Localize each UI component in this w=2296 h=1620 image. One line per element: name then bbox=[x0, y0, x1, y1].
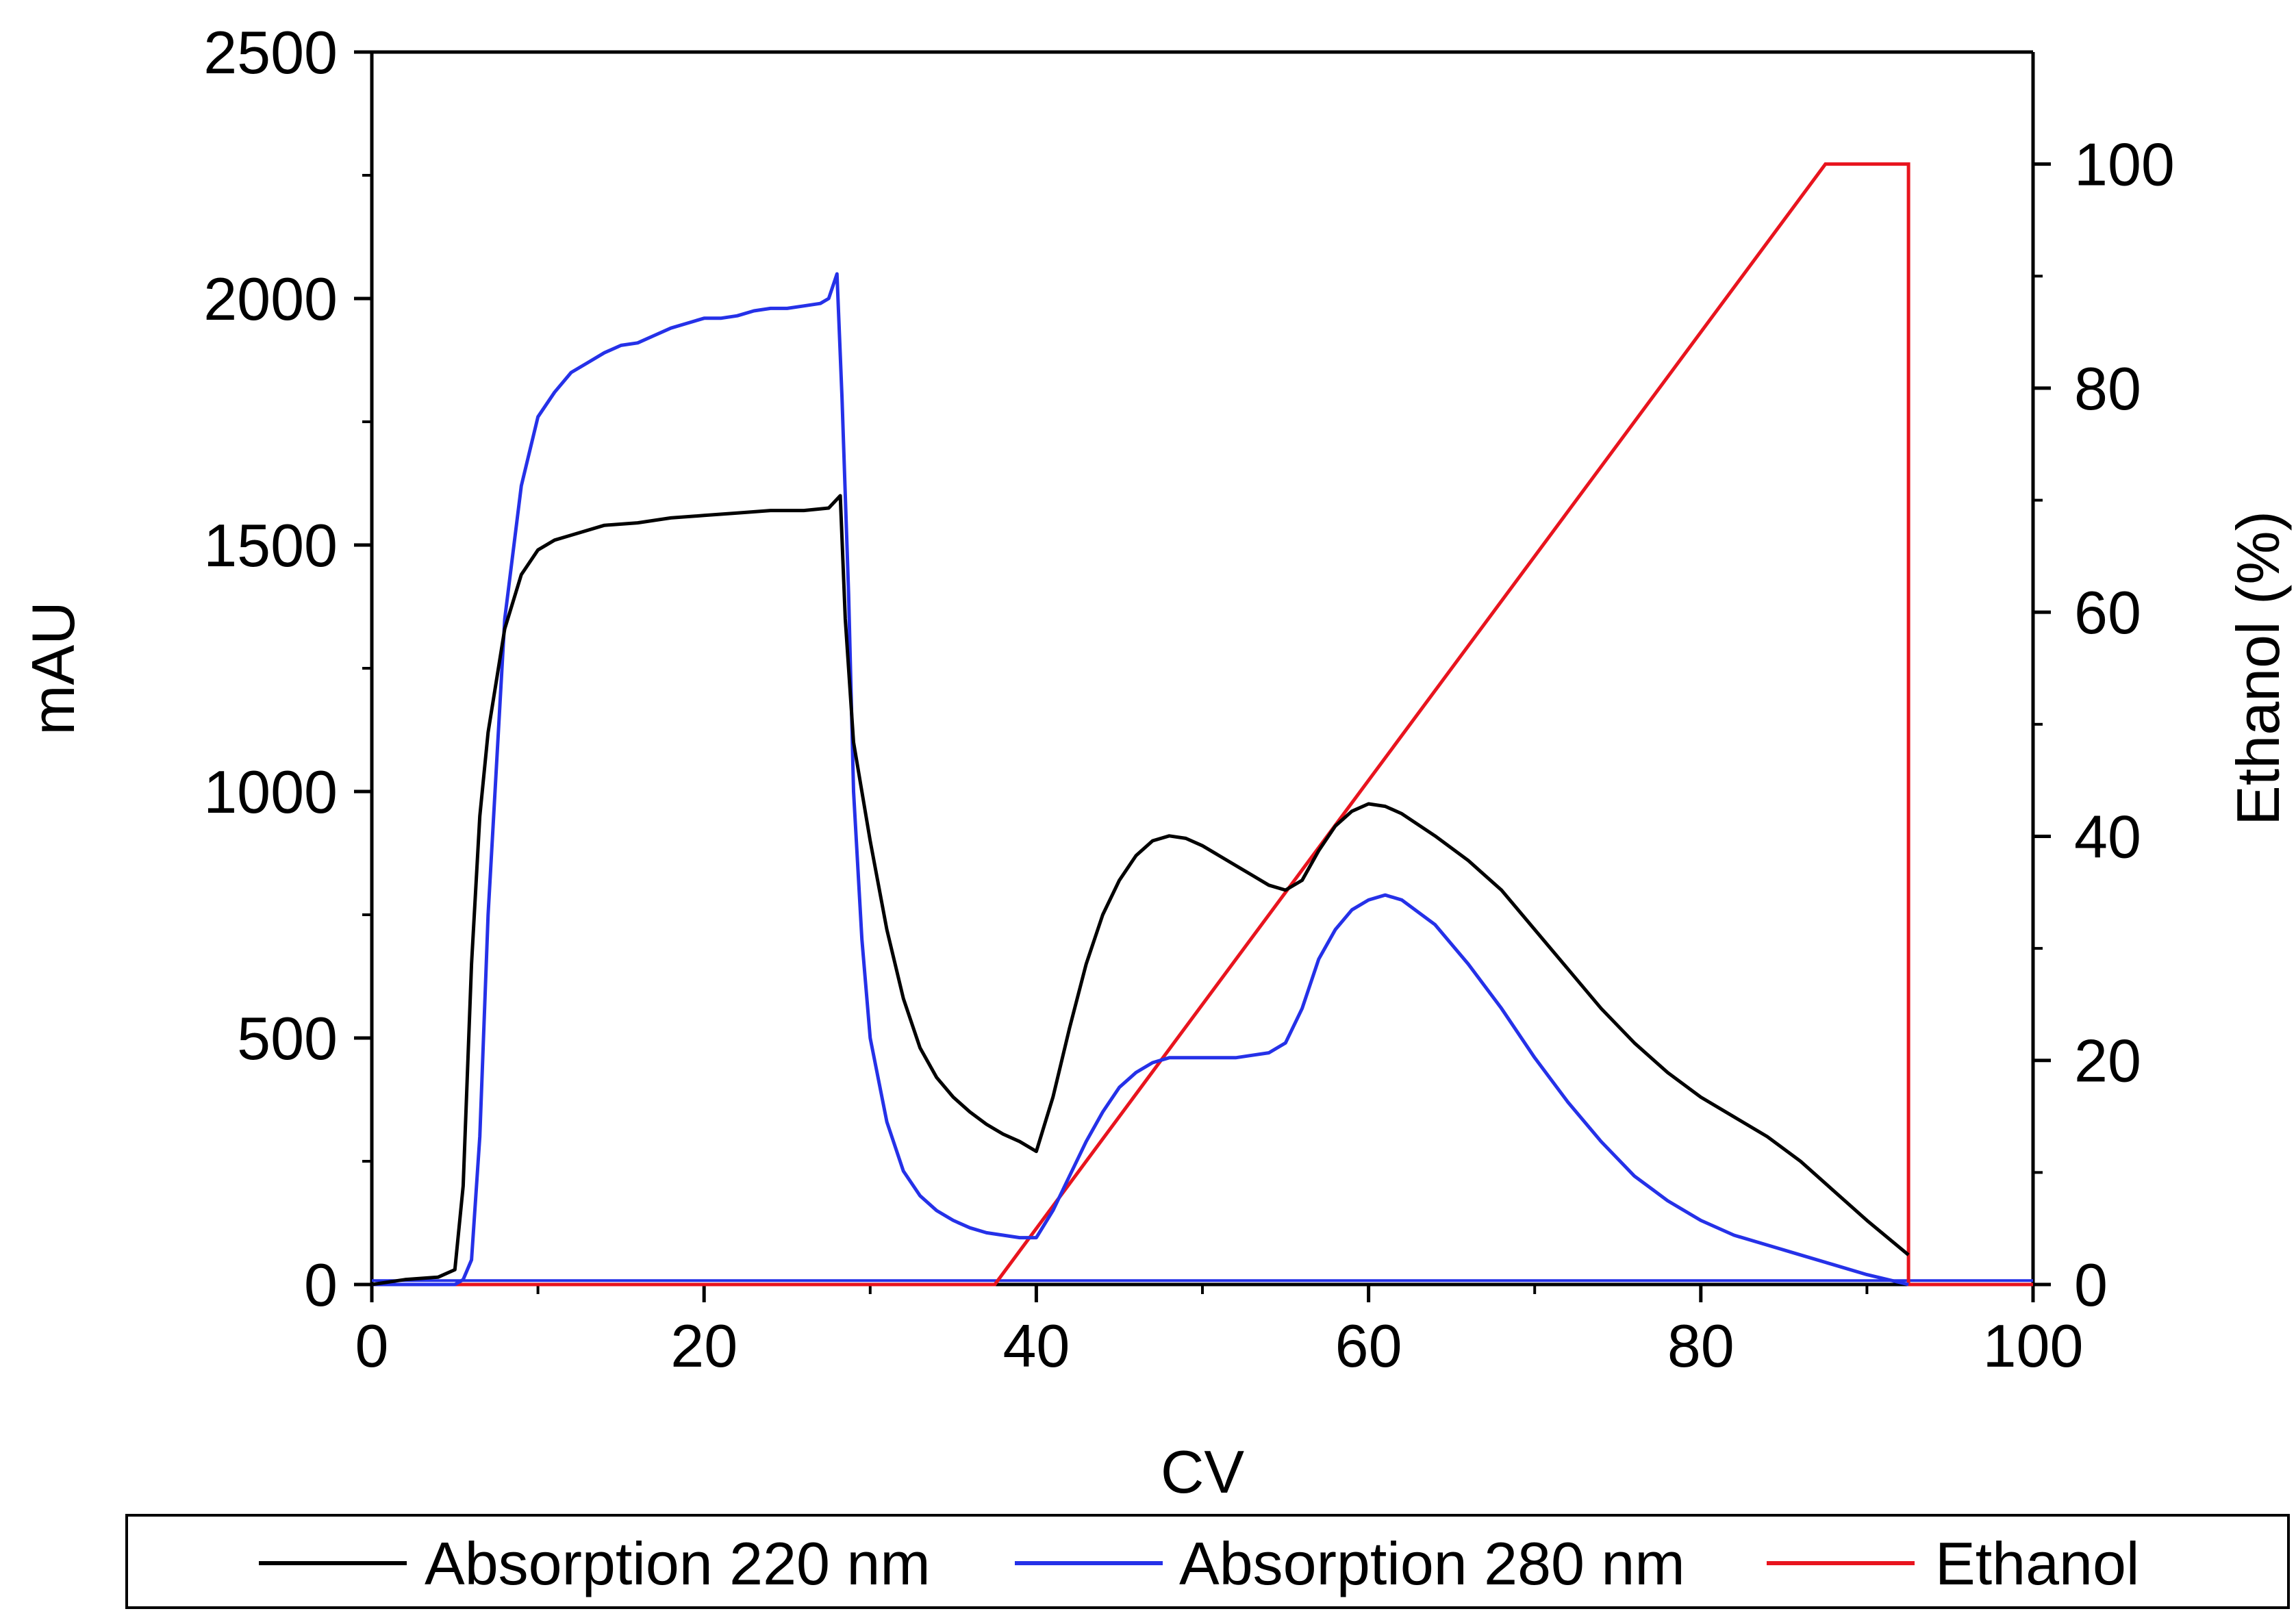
series-absorption-220nm-line bbox=[371, 494, 1910, 1287]
y2-tick-label-40: 40 bbox=[2074, 802, 2141, 870]
y-tick-label-1000: 1000 bbox=[203, 758, 338, 826]
y-axis-title: mAU bbox=[19, 601, 87, 735]
plot-frame bbox=[370, 50, 2035, 1287]
y2-tick-label-80: 80 bbox=[2074, 355, 2141, 422]
series-absorption-280nm-line bbox=[372, 272, 1909, 1287]
x-tick-label-100: 100 bbox=[1983, 1312, 2084, 1380]
x-tick-label-60: 60 bbox=[1335, 1312, 1402, 1380]
ticks bbox=[354, 50, 2051, 1302]
legend: Absorption 220 nm Absorption 280 nm Etha… bbox=[125, 1514, 2290, 1609]
y-tick-label-1500: 1500 bbox=[203, 511, 338, 579]
x-tick-label-40: 40 bbox=[1002, 1312, 1070, 1380]
x-tick-label-80: 80 bbox=[1667, 1312, 1734, 1380]
y-tick-label-0: 0 bbox=[304, 1251, 338, 1319]
y-tick-label-500: 500 bbox=[237, 1004, 338, 1072]
y2-tick-label-20: 20 bbox=[2074, 1027, 2141, 1095]
y2-tick-label-60: 60 bbox=[2074, 579, 2141, 646]
tick-labels: 0 20 40 60 80 1000500100015002000250002040608… bbox=[203, 18, 2175, 1380]
y-tick-label-2000: 2000 bbox=[203, 265, 338, 333]
legend-label-absorption-280nm: Absorption 280 nm bbox=[1179, 1530, 1685, 1597]
x-tick-label-20: 20 bbox=[670, 1312, 737, 1380]
legend-box bbox=[125, 1514, 2290, 1609]
x-axis-title: CV bbox=[1161, 1438, 1245, 1506]
x-tick-label-0: 0 bbox=[355, 1312, 389, 1380]
legend-label-absorption-220nm: Absorption 220 nm bbox=[425, 1530, 931, 1597]
series-ethanol-line bbox=[372, 162, 2033, 1287]
y2-axis-title: Ethanol (%) bbox=[2224, 511, 2292, 826]
y2-tick-label-0: 0 bbox=[2074, 1251, 2108, 1319]
y2-tick-label-100: 100 bbox=[2074, 131, 2175, 199]
y-tick-label-2500: 2500 bbox=[203, 18, 338, 86]
legend-label-ethanol: Ethanol bbox=[1935, 1530, 2139, 1597]
series-layer bbox=[371, 162, 2033, 1287]
